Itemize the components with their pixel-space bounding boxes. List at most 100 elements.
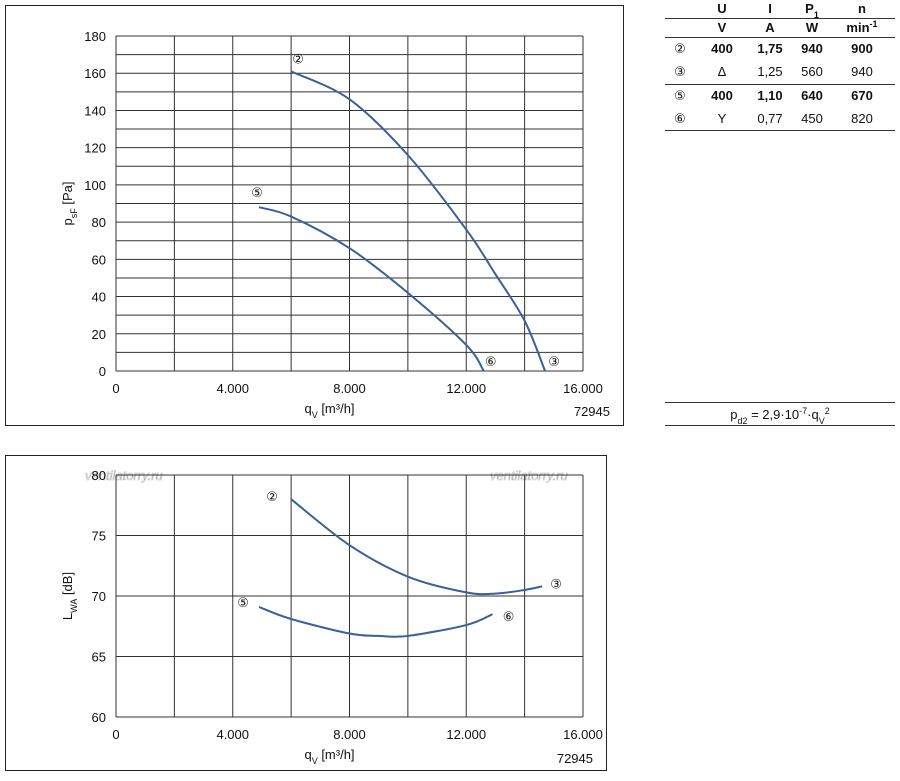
table-header: n	[858, 1, 866, 16]
x-axis-label-part: q	[304, 401, 311, 416]
x-axis-label-part: q	[304, 747, 311, 762]
chart-frame	[5, 5, 624, 426]
table-cell: 820	[851, 111, 873, 126]
formula-part: V	[819, 416, 825, 426]
x-tick-label: 0	[112, 727, 119, 742]
x-tick-label: 4.000	[216, 727, 249, 742]
y-axis-label-part: L	[60, 613, 75, 620]
table-cell: 450	[801, 111, 823, 126]
y-tick-label: 75	[92, 529, 106, 544]
table-unit-part: V	[718, 20, 727, 35]
table-header: P1	[805, 1, 819, 20]
table-cell: 940	[851, 64, 873, 79]
table-cell: 560	[801, 64, 823, 79]
y-tick-label: 180	[84, 29, 106, 44]
curve-label: ⑥	[503, 610, 515, 625]
y-tick-label: 100	[84, 178, 106, 193]
table-cell: ⑥	[674, 112, 686, 127]
table-header-part: I	[768, 1, 772, 16]
table-cell: 1,75	[757, 41, 782, 56]
x-axis-label-part: V	[312, 410, 318, 420]
formula-part: = 2,9·10	[747, 407, 799, 422]
y-tick-label: 120	[84, 141, 106, 156]
formula-part: ·q	[807, 407, 819, 422]
y-tick-label: 80	[92, 468, 106, 483]
table-header-part: U	[717, 1, 726, 16]
x-axis-label-part: V	[312, 756, 318, 766]
curve-label: ②	[292, 52, 304, 67]
table-unit: V	[718, 20, 727, 35]
table-cell: Δ	[718, 64, 727, 79]
curve	[258, 605, 493, 638]
x-tick-label: 16.000	[563, 381, 603, 396]
curve	[290, 498, 543, 596]
formula-part: p	[730, 407, 737, 422]
table-cell: Y	[718, 111, 727, 126]
y-axis-label-part: p	[60, 218, 75, 225]
x-tick-label: 4.000	[216, 381, 249, 396]
table-cell: ③	[674, 65, 686, 80]
x-axis-label-part: [m³/h]	[318, 401, 355, 416]
table-cell: 640	[801, 88, 823, 103]
table-cell: 1,10	[757, 88, 782, 103]
y-tick-label: 140	[84, 103, 106, 118]
table-cell: 0,77	[757, 111, 782, 126]
table-unit-part: -1	[870, 19, 878, 29]
y-tick-label: 60	[92, 252, 106, 267]
y-tick-label: 40	[92, 290, 106, 305]
x-tick-label: 0	[112, 381, 119, 396]
curve-label: ⑤	[237, 596, 249, 611]
y-tick-label: 160	[84, 66, 106, 81]
table-cell: 400	[711, 41, 733, 56]
table-unit: min-1	[846, 19, 877, 35]
table-unit: W	[806, 20, 819, 35]
y-tick-label: 0	[99, 364, 106, 379]
table-header-part: P	[805, 1, 814, 16]
x-tick-label: 16.000	[563, 727, 603, 742]
y-axis-label: LWA [dB]	[60, 572, 79, 620]
formula: pd2 = 2,9·10-7·qV2	[730, 406, 830, 426]
y-tick-label: 65	[92, 650, 106, 665]
y-tick-label: 70	[92, 589, 106, 604]
table-unit-part: A	[765, 20, 775, 35]
x-tick-label: 8.000	[333, 381, 366, 396]
chart-code: 72945	[574, 404, 610, 419]
table-cell: ⑤	[674, 89, 686, 104]
y-tick-label: 60	[92, 710, 106, 725]
table-header-part: n	[858, 1, 866, 16]
curve-label: ⑤	[251, 186, 263, 201]
curve-label: ③	[550, 577, 562, 592]
y-axis-label: psF [Pa]	[60, 182, 79, 226]
x-tick-label: 8.000	[333, 727, 366, 742]
formula-part: d2	[737, 416, 747, 426]
y-axis-label-part: [dB]	[60, 572, 75, 599]
table-header-part: 1	[814, 10, 819, 20]
x-tick-label: 12.000	[446, 381, 486, 396]
formula-part: 2	[825, 406, 830, 416]
table-cell: 940	[801, 41, 823, 56]
curve-label: ③	[548, 355, 560, 370]
table-unit: A	[765, 20, 775, 35]
y-axis-label-part: WA	[69, 599, 79, 613]
table-cell: ②	[674, 42, 686, 57]
y-axis-label-part: [Pa]	[60, 182, 75, 209]
x-axis-label: qV [m³/h]	[304, 401, 354, 420]
x-axis-label-part: [m³/h]	[318, 747, 355, 762]
curve	[258, 206, 485, 372]
table-cell: 900	[851, 41, 873, 56]
formula-part: -7	[799, 406, 807, 416]
x-tick-label: 12.000	[446, 727, 486, 742]
table-cell: 670	[851, 88, 873, 103]
table-header: U	[717, 1, 726, 16]
table-unit-part: W	[806, 20, 819, 35]
chart-code: 72945	[557, 751, 593, 766]
table-header: I	[768, 1, 772, 16]
curve	[290, 70, 546, 372]
y-axis-label-part: sF	[69, 208, 79, 219]
y-tick-label: 80	[92, 215, 106, 230]
chart-frame	[5, 455, 607, 771]
table-cell: 1,25	[757, 64, 782, 79]
curve-label: ②	[266, 490, 278, 505]
y-tick-label: 20	[92, 327, 106, 342]
